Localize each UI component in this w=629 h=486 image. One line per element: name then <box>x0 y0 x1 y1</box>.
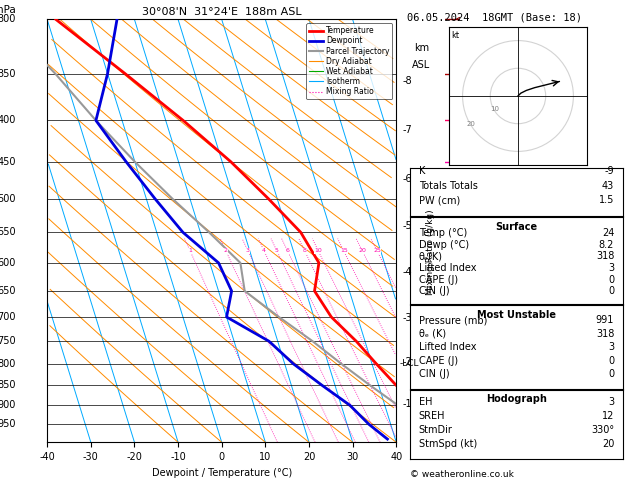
Text: 650: 650 <box>0 286 16 296</box>
Text: 43: 43 <box>602 181 614 191</box>
Text: 1: 1 <box>188 248 192 254</box>
Text: StmSpd (kt): StmSpd (kt) <box>419 439 477 449</box>
Text: © weatheronline.co.uk: © weatheronline.co.uk <box>410 469 514 479</box>
Text: -5: -5 <box>403 221 413 231</box>
Text: 700: 700 <box>0 312 16 322</box>
Text: 318: 318 <box>596 329 614 339</box>
Text: CAPE (J): CAPE (J) <box>419 356 458 365</box>
Text: -LCL: -LCL <box>399 359 419 368</box>
Text: -8: -8 <box>403 75 412 86</box>
Text: 25: 25 <box>373 248 381 254</box>
Text: 330°: 330° <box>591 425 614 435</box>
Text: 0: 0 <box>608 275 614 284</box>
Text: Temp (°C): Temp (°C) <box>419 228 467 239</box>
Text: 3: 3 <box>246 248 250 254</box>
Text: PW (cm): PW (cm) <box>419 195 460 205</box>
Text: -3: -3 <box>403 312 412 323</box>
Text: SREH: SREH <box>419 411 445 421</box>
Text: 950: 950 <box>0 419 16 429</box>
Text: 0: 0 <box>608 369 614 379</box>
Text: Mixing Ratio (g/kg): Mixing Ratio (g/kg) <box>426 209 435 295</box>
Text: 750: 750 <box>0 336 16 346</box>
Text: θₑ(K): θₑ(K) <box>419 251 443 261</box>
Text: -6: -6 <box>403 174 412 184</box>
Text: 06.05.2024  18GMT (Base: 18): 06.05.2024 18GMT (Base: 18) <box>407 12 582 22</box>
Text: CIN (J): CIN (J) <box>419 286 449 296</box>
Text: Lifted Index: Lifted Index <box>419 263 476 273</box>
Text: 800: 800 <box>0 359 16 369</box>
Text: Most Unstable: Most Unstable <box>477 310 556 320</box>
Text: -2: -2 <box>403 357 413 367</box>
Text: 991: 991 <box>596 315 614 325</box>
Text: K: K <box>419 166 425 176</box>
Text: Surface: Surface <box>496 223 537 232</box>
Text: 5: 5 <box>275 248 279 254</box>
Text: ASL: ASL <box>412 60 431 70</box>
Text: CIN (J): CIN (J) <box>419 369 449 379</box>
Text: 850: 850 <box>0 380 16 390</box>
Text: 550: 550 <box>0 227 16 237</box>
Text: 0: 0 <box>608 286 614 296</box>
Text: 15: 15 <box>340 248 348 254</box>
Text: 10: 10 <box>490 106 499 112</box>
Text: Hodograph: Hodograph <box>486 394 547 404</box>
Text: Lifted Index: Lifted Index <box>419 342 476 352</box>
Text: 8: 8 <box>303 248 307 254</box>
Legend: Temperature, Dewpoint, Parcel Trajectory, Dry Adiabat, Wet Adiabat, Isotherm, Mi: Temperature, Dewpoint, Parcel Trajectory… <box>306 23 392 99</box>
Text: 20: 20 <box>467 122 476 127</box>
Text: 350: 350 <box>0 69 16 79</box>
Text: 3: 3 <box>608 263 614 273</box>
Text: 8.2: 8.2 <box>599 240 614 250</box>
Text: 10: 10 <box>314 248 322 254</box>
Text: 3: 3 <box>608 342 614 352</box>
Text: -1: -1 <box>403 399 412 410</box>
X-axis label: Dewpoint / Temperature (°C): Dewpoint / Temperature (°C) <box>152 468 292 478</box>
Text: 400: 400 <box>0 116 16 125</box>
Text: 1.5: 1.5 <box>599 195 614 205</box>
Text: 900: 900 <box>0 400 16 410</box>
Text: 3: 3 <box>608 397 614 407</box>
Text: -9: -9 <box>604 166 614 176</box>
Text: 600: 600 <box>0 258 16 268</box>
Text: kt: kt <box>452 31 460 40</box>
Text: 318: 318 <box>596 251 614 261</box>
Text: Totals Totals: Totals Totals <box>419 181 477 191</box>
Text: 20: 20 <box>359 248 366 254</box>
Text: 500: 500 <box>0 194 16 204</box>
Text: θₑ (K): θₑ (K) <box>419 329 446 339</box>
Text: Dewp (°C): Dewp (°C) <box>419 240 469 250</box>
Text: 20: 20 <box>602 439 614 449</box>
Text: -4: -4 <box>403 267 412 277</box>
Text: 12: 12 <box>602 411 614 421</box>
Text: 0: 0 <box>608 356 614 365</box>
Text: 6: 6 <box>286 248 289 254</box>
Text: StmDir: StmDir <box>419 425 452 435</box>
Text: km: km <box>414 43 429 53</box>
Text: -7: -7 <box>403 125 413 135</box>
Text: 4: 4 <box>262 248 266 254</box>
Text: 2: 2 <box>224 248 228 254</box>
Title: 30°08'N  31°24'E  188m ASL: 30°08'N 31°24'E 188m ASL <box>142 7 301 17</box>
Text: Pressure (mb): Pressure (mb) <box>419 315 487 325</box>
Text: 24: 24 <box>602 228 614 239</box>
Text: EH: EH <box>419 397 432 407</box>
Text: hPa: hPa <box>0 5 16 15</box>
Text: 300: 300 <box>0 15 16 24</box>
Text: CAPE (J): CAPE (J) <box>419 275 458 284</box>
Text: 450: 450 <box>0 157 16 167</box>
